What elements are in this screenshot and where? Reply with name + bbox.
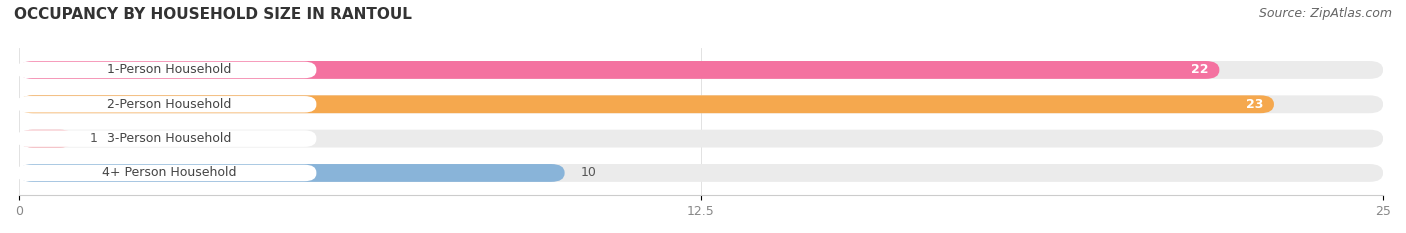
Text: 22: 22 (1191, 63, 1209, 76)
FancyBboxPatch shape (20, 130, 73, 147)
FancyBboxPatch shape (20, 164, 1384, 182)
Text: 23: 23 (1246, 98, 1263, 111)
FancyBboxPatch shape (20, 61, 1384, 79)
FancyBboxPatch shape (20, 164, 565, 182)
FancyBboxPatch shape (17, 165, 316, 181)
Text: 4+ Person Household: 4+ Person Household (101, 166, 236, 179)
FancyBboxPatch shape (20, 61, 1219, 79)
FancyBboxPatch shape (17, 96, 316, 113)
Text: OCCUPANCY BY HOUSEHOLD SIZE IN RANTOUL: OCCUPANCY BY HOUSEHOLD SIZE IN RANTOUL (14, 7, 412, 22)
FancyBboxPatch shape (17, 130, 316, 147)
FancyBboxPatch shape (20, 130, 1384, 147)
Text: 10: 10 (581, 166, 598, 179)
FancyBboxPatch shape (17, 62, 316, 78)
FancyBboxPatch shape (20, 95, 1274, 113)
FancyBboxPatch shape (20, 95, 1384, 113)
Text: 3-Person Household: 3-Person Household (107, 132, 231, 145)
Text: 2-Person Household: 2-Person Household (107, 98, 231, 111)
Text: 1-Person Household: 1-Person Household (107, 63, 231, 76)
Text: Source: ZipAtlas.com: Source: ZipAtlas.com (1258, 7, 1392, 20)
Text: 1: 1 (90, 132, 98, 145)
